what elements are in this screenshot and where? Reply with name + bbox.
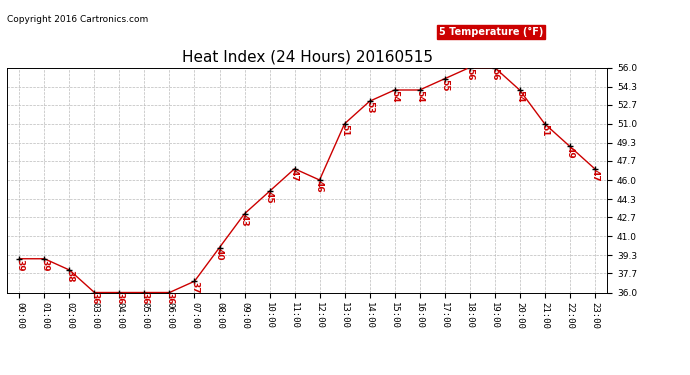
Text: 56: 56 <box>465 68 474 80</box>
Text: 46: 46 <box>315 180 324 193</box>
Text: 47: 47 <box>290 169 299 182</box>
Text: 45: 45 <box>265 191 274 204</box>
Text: 36: 36 <box>90 292 99 305</box>
Text: 54: 54 <box>390 90 399 103</box>
Text: 36: 36 <box>140 292 149 305</box>
Text: 36: 36 <box>115 292 124 305</box>
Text: 39: 39 <box>15 259 24 272</box>
Title: Heat Index (24 Hours) 20160515: Heat Index (24 Hours) 20160515 <box>181 50 433 65</box>
Text: 37: 37 <box>190 281 199 294</box>
Text: Copyright 2016 Cartronics.com: Copyright 2016 Cartronics.com <box>7 15 148 24</box>
Text: 51: 51 <box>340 124 349 136</box>
Text: 5 Temperature (°F): 5 Temperature (°F) <box>439 27 544 37</box>
Text: 40: 40 <box>215 248 224 260</box>
Text: 51: 51 <box>540 124 549 136</box>
Text: 53: 53 <box>365 101 374 114</box>
Text: 49: 49 <box>565 146 574 159</box>
Text: 56: 56 <box>490 68 499 80</box>
Text: 54: 54 <box>515 90 524 103</box>
Text: 38: 38 <box>65 270 74 282</box>
Text: 36: 36 <box>165 292 174 305</box>
Text: 47: 47 <box>590 169 599 182</box>
Text: 43: 43 <box>240 214 249 226</box>
Text: 55: 55 <box>440 79 449 91</box>
Text: 39: 39 <box>40 259 49 272</box>
Text: 54: 54 <box>415 90 424 103</box>
